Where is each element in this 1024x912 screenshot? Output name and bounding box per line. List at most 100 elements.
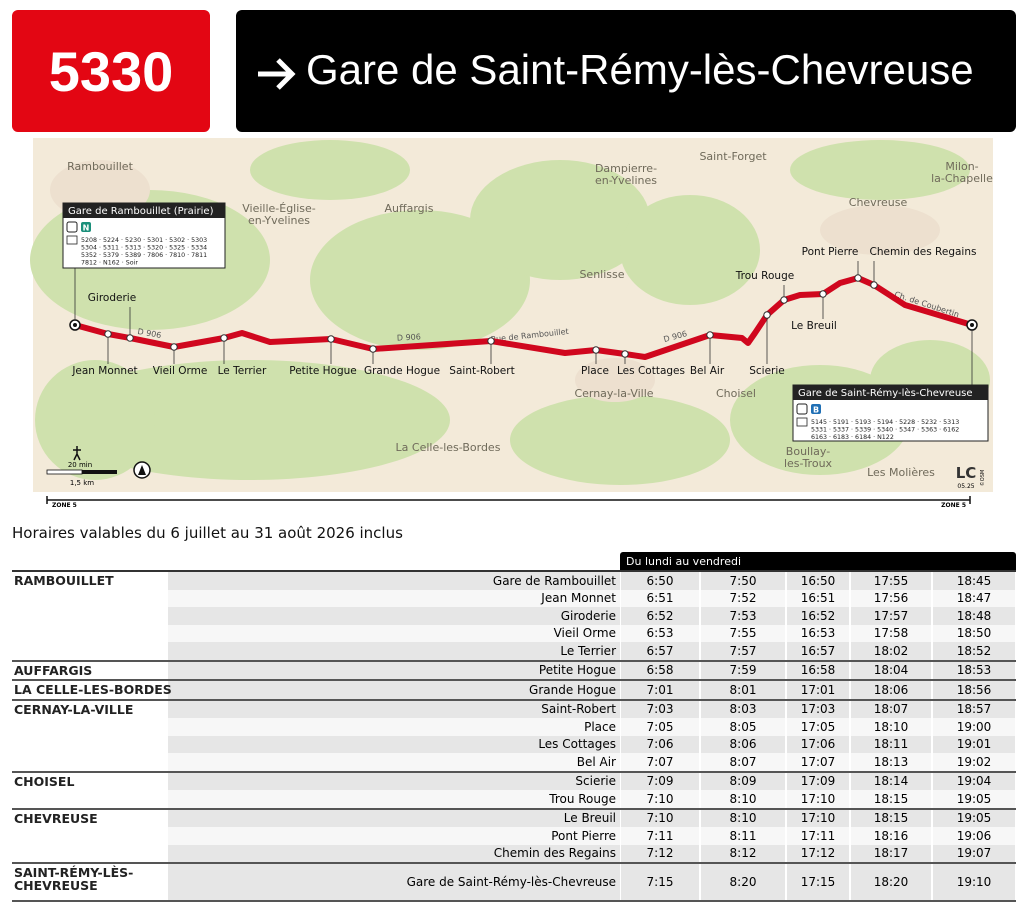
time-cell-bg [621, 624, 699, 642]
departure-time: 18:20 [873, 875, 909, 889]
departure-time: 16:53 [800, 626, 836, 641]
time-cell-bg [787, 681, 849, 699]
time-cell-bg [621, 735, 699, 753]
time-cell-bg [621, 844, 699, 862]
departure-time: 8:05 [729, 719, 757, 734]
rail-icon [796, 403, 808, 415]
departure-time: 19:10 [956, 875, 992, 889]
departure-time: 18:15 [873, 811, 909, 826]
stop-name: Chemin des Regains [493, 846, 616, 861]
road-name: D 906 [137, 327, 162, 340]
osm-credit: ©OSM [979, 470, 986, 486]
departure-time: 18:47 [956, 591, 992, 606]
departure-time: 17:06 [800, 737, 836, 752]
time-cell-bg [851, 827, 931, 845]
departure-time: 8:09 [729, 774, 757, 789]
header-rule [12, 570, 1016, 572]
place-name: Rambouillet [67, 160, 133, 173]
departure-time: 17:12 [800, 846, 836, 861]
stop-name: Bel Air [576, 754, 616, 769]
time-cell-bg [787, 827, 849, 845]
badge: B [813, 406, 819, 415]
row-bg [168, 790, 620, 808]
group-rule [12, 770, 1016, 773]
commune: CERNAY-LA-VILLE [14, 701, 134, 717]
time-cell-bg [787, 607, 849, 625]
connection-lines: 5304 · 5311 · 5313 · 5320 · 5325 · 5334 [81, 245, 207, 252]
scale-time: 20 min [68, 461, 92, 469]
stop-name: Scierie [575, 774, 616, 789]
validity: Horaires valables du 6 juillet au 31 aoû… [12, 524, 403, 542]
place-name: Choisel [716, 387, 756, 400]
departure-time: 18:56 [956, 682, 992, 697]
row-bg [168, 681, 620, 699]
commune: CHEVREUSE [14, 878, 98, 893]
commune: AUFFARGIS [14, 662, 93, 678]
departure-time: 7:07 [646, 754, 674, 769]
departure-time: 7:57 [729, 643, 757, 658]
time-cell-bg [787, 790, 849, 808]
time-cell-bg [851, 700, 931, 718]
departure-time: 17:11 [800, 828, 836, 843]
place-name: en-Yvelines [595, 174, 657, 187]
departure-time: 7:53 [729, 608, 757, 623]
departure-time: 7:05 [646, 719, 674, 734]
time-cell-bg [701, 589, 785, 607]
stop-label: Les Cottages [617, 365, 685, 377]
time-cell-bg [933, 753, 1015, 771]
stop-name: Giroderie [560, 608, 616, 623]
stop-dot [854, 274, 862, 282]
time-cell-bg [787, 589, 849, 607]
place-name: Vieille-Église- [242, 202, 316, 215]
departure-time: 7:52 [729, 591, 757, 606]
departure-time: 18:48 [956, 608, 992, 623]
time-cell-bg [701, 572, 785, 590]
time-cell-bg [621, 864, 699, 900]
day-header: Du lundi au vendredi [626, 555, 742, 568]
time-cell-bg [851, 681, 931, 699]
time-cell-bg [787, 700, 849, 718]
destination: Gare de Saint-Rémy-lès-Chevreuse [306, 46, 974, 93]
stop-dot [621, 350, 629, 358]
connection-lines: 5331 · 5337 · 5339 · 5340 · 5347 · 5363 … [811, 427, 959, 434]
commune: LA CELLE-LES-BORDES [14, 682, 172, 697]
walk-icon [73, 446, 81, 461]
departure-time: 19:05 [956, 811, 992, 826]
compass-needle [138, 465, 146, 475]
badge-bg [81, 222, 91, 232]
time-cell-bg [851, 607, 931, 625]
departure-time: 17:03 [800, 702, 836, 717]
departure-time: 16:51 [800, 591, 836, 606]
time-cell-bg [933, 607, 1015, 625]
time-cell-bg [851, 642, 931, 660]
departure-time: 19:07 [956, 846, 992, 861]
stop-name: Petite Hogue [538, 663, 616, 678]
departure-time: 8:11 [729, 828, 757, 843]
stop-name: Vieil Orme [553, 626, 616, 641]
zone-ticks [46, 496, 971, 504]
stop-label: Le Breuil [791, 320, 837, 332]
time-cell-bg [787, 864, 849, 900]
time-cell-bg [933, 790, 1015, 808]
row-bg [168, 735, 620, 753]
time-cell-bg [621, 681, 699, 699]
terminal-title-bar [63, 203, 225, 218]
route-number: 5330 [12, 10, 210, 132]
time-cell-bg [933, 809, 1015, 827]
departure-time: 17:07 [800, 754, 836, 769]
time-cell-bg [933, 772, 1015, 790]
time-cell-bg [787, 809, 849, 827]
departure-time: 7:11 [646, 828, 674, 843]
time-cell-bg [621, 809, 699, 827]
departure-time: 8:10 [729, 811, 757, 826]
stop-label: Chemin des Regains [870, 246, 977, 258]
time-cell-bg [621, 700, 699, 718]
time-cell-bg [933, 642, 1015, 660]
departure-time: 16:50 [800, 573, 836, 588]
departure-time: 19:02 [956, 754, 992, 769]
departure-time: 7:12 [646, 846, 674, 861]
time-cell-bg [787, 753, 849, 771]
time-cell-bg [933, 827, 1015, 845]
departure-time: 19:04 [956, 774, 992, 789]
